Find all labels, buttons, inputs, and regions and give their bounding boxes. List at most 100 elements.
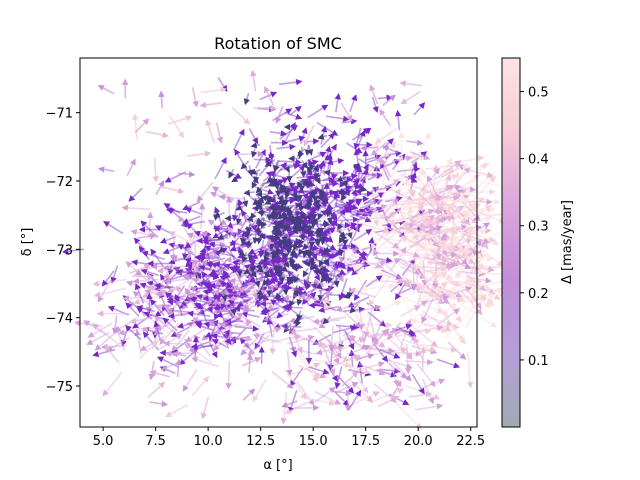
vector-arrow: [459, 225, 500, 245]
vector-arrow: [302, 287, 316, 305]
vector-arrow: [296, 191, 303, 202]
vector-arrow: [236, 249, 246, 257]
vector-arrow: [465, 293, 487, 328]
y-tick-label: −71: [46, 107, 73, 122]
vector-arrow: [420, 188, 453, 215]
vector-arrow: [360, 254, 368, 270]
vector-arrow: [363, 198, 381, 205]
vector-arrow: [313, 281, 323, 290]
colorbar-ticks: 0.1 0.2 0.3 0.4 0.5: [520, 86, 549, 369]
vector-arrow: [448, 166, 471, 193]
y-tick-label: −72: [46, 175, 73, 190]
vector-arrow: [379, 198, 399, 219]
vector-arrow: [311, 192, 319, 203]
vector-arrow: [428, 184, 456, 201]
vector-arrow: [407, 206, 418, 250]
vector-arrow: [430, 252, 458, 261]
vector-arrow: [437, 304, 464, 342]
vector-arrow: [416, 303, 457, 329]
vector-arrow: [320, 132, 335, 149]
vector-arrow: [248, 128, 259, 145]
vector-arrow: [201, 231, 224, 247]
vector-arrow: [383, 245, 422, 270]
vector-arrow: [409, 209, 426, 221]
vector-arrow: [302, 267, 309, 278]
vector-arrow: [349, 283, 396, 292]
vector-arrow: [435, 160, 462, 180]
vector-arrow: [219, 322, 249, 329]
vector-arrow: [462, 233, 490, 244]
vector-arrow: [397, 251, 442, 267]
vector-arrow: [216, 303, 227, 326]
vector-arrow: [371, 199, 414, 214]
vector-arrow: [440, 197, 482, 208]
vector-arrow: [386, 214, 430, 222]
vector-arrow: [236, 264, 243, 277]
vector-arrow: [218, 193, 244, 201]
vector-arrow: [413, 264, 450, 290]
vector-arrow: [400, 265, 427, 279]
vector-arrow: [226, 288, 244, 300]
vector-arrow: [435, 284, 463, 298]
vector-arrow: [221, 228, 248, 240]
vector-arrow: [351, 223, 359, 272]
vector-arrow: [353, 220, 391, 234]
vector-arrow: [347, 225, 360, 247]
vector-arrow: [399, 258, 423, 274]
vector-arrow: [266, 209, 274, 222]
vector-arrow: [274, 162, 287, 177]
vector-arrow: [294, 205, 306, 212]
vector-arrow: [216, 281, 232, 299]
vector-arrow: [388, 193, 426, 220]
colorbar-tick-label: 0.1: [528, 354, 549, 369]
vector-arrow: [421, 242, 474, 250]
vector-arrow: [392, 201, 414, 234]
vector-arrow: [203, 282, 226, 292]
vector-arrow: [381, 202, 426, 211]
vector-arrow: [406, 268, 440, 285]
vector-arrow: [380, 161, 390, 181]
vector-arrow: [253, 156, 272, 164]
vector-arrow: [417, 191, 441, 215]
vector-arrow: [349, 94, 358, 112]
vector-arrow: [285, 242, 293, 255]
vector-arrow: [373, 224, 410, 242]
colorbar-tick-label: 0.4: [528, 153, 549, 168]
vector-arrow: [121, 204, 151, 212]
vector-arrow: [450, 190, 501, 205]
vector-arrow: [242, 299, 266, 312]
vector-arrow: [337, 220, 344, 231]
vector-arrow: [198, 264, 220, 273]
vector-arrow: [427, 282, 466, 302]
vector-arrow: [198, 202, 206, 229]
vector-arrow: [355, 208, 375, 217]
vector-arrow: [356, 129, 366, 148]
vector-arrow: [225, 360, 232, 390]
vector-arrow: [422, 182, 445, 213]
vector-arrow: [432, 253, 460, 282]
vector-arrow: [196, 281, 221, 288]
vector-arrow: [384, 219, 418, 236]
vector-arrow: [273, 321, 290, 330]
vector-arrow: [404, 182, 438, 196]
vector-arrow: [331, 211, 338, 233]
vector-arrow: [163, 277, 190, 285]
vector-arrow: [310, 209, 318, 221]
vector-arrow: [464, 285, 482, 310]
vector-arrow: [267, 145, 275, 161]
vector-arrow: [326, 157, 345, 165]
vector-arrow: [269, 231, 276, 242]
vector-arrow: [327, 272, 334, 284]
vector-arrow: [318, 201, 334, 210]
vector-arrow: [468, 176, 496, 206]
vector-arrow: [401, 258, 416, 277]
vector-arrow: [407, 238, 449, 247]
vector-arrow: [316, 122, 339, 136]
vector-arrow: [368, 275, 392, 307]
colorbar-tick-label: 0.2: [528, 287, 549, 302]
x-tick-label: 10.0: [194, 434, 223, 449]
vector-arrow: [268, 238, 275, 250]
vector-arrow: [425, 162, 462, 170]
vector-arrow: [281, 323, 302, 330]
